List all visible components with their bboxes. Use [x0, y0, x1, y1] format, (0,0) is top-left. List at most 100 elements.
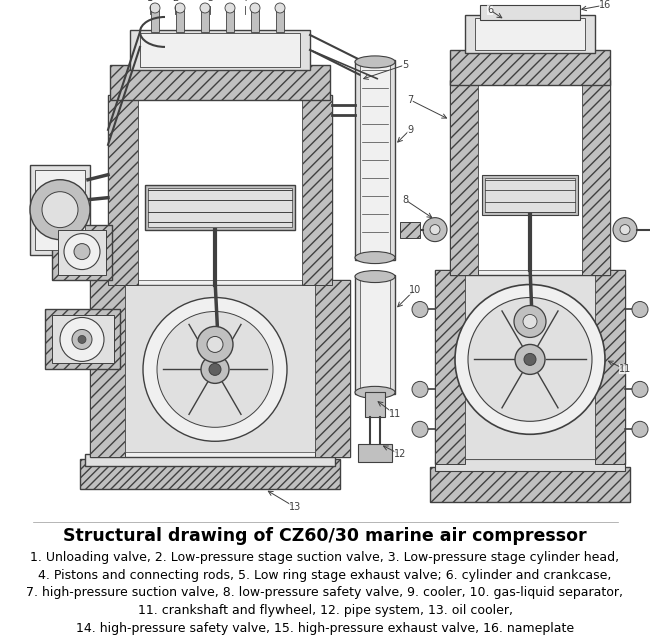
Bar [358, 444, 392, 462]
Bar [365, 392, 385, 417]
Bar [360, 280, 390, 389]
Text: 13: 13 [289, 502, 301, 512]
Bar [478, 85, 582, 269]
Bar [485, 178, 575, 211]
Circle shape [423, 218, 447, 241]
Text: 9: 9 [407, 125, 413, 135]
Text: 7. high-pressure suction valve, 8. low-pressure safety valve, 9. cooler, 10. gas: 7. high-pressure suction valve, 8. low-p… [27, 586, 623, 599]
Ellipse shape [355, 271, 395, 283]
Bar [582, 80, 610, 275]
Bar [475, 18, 585, 50]
Text: Structural drawing of CZ60/30 marine air compressor: Structural drawing of CZ60/30 marine air… [63, 527, 587, 545]
Bar [138, 100, 302, 280]
Text: 3: 3 [207, 0, 213, 3]
Text: 11: 11 [619, 364, 631, 375]
Circle shape [515, 345, 545, 375]
Text: 4: 4 [242, 0, 248, 3]
Bar [80, 459, 340, 489]
Circle shape [201, 355, 229, 383]
Text: 12: 12 [394, 449, 406, 459]
Circle shape [524, 354, 536, 366]
Bar [145, 185, 295, 229]
Bar [108, 95, 332, 285]
Bar [251, 10, 259, 32]
Circle shape [412, 421, 428, 437]
Circle shape [523, 315, 537, 329]
Bar [30, 165, 90, 255]
Bar [302, 95, 332, 285]
Circle shape [250, 3, 260, 13]
Bar [140, 33, 300, 67]
Bar [450, 80, 610, 275]
Circle shape [632, 382, 648, 397]
Circle shape [157, 311, 273, 427]
Bar [226, 10, 234, 32]
Bar [85, 454, 335, 466]
Bar [435, 269, 625, 464]
Text: 11: 11 [389, 410, 401, 419]
Text: 6: 6 [487, 5, 493, 15]
Circle shape [613, 218, 637, 241]
Circle shape [175, 3, 185, 13]
Bar [465, 275, 595, 459]
Text: 10: 10 [409, 285, 421, 294]
Ellipse shape [355, 252, 395, 264]
Circle shape [197, 327, 233, 362]
Bar [148, 188, 292, 227]
Text: 1: 1 [147, 0, 153, 3]
Circle shape [207, 336, 223, 352]
Text: 16: 16 [599, 0, 611, 10]
Circle shape [412, 301, 428, 317]
Circle shape [72, 329, 92, 350]
Circle shape [30, 180, 90, 240]
Circle shape [514, 306, 546, 338]
Circle shape [60, 317, 104, 361]
Bar [482, 175, 578, 215]
Bar [52, 225, 112, 280]
Circle shape [455, 285, 605, 434]
Circle shape [468, 297, 592, 421]
Text: 2: 2 [172, 0, 178, 3]
Bar [108, 95, 138, 285]
Circle shape [42, 192, 78, 227]
FancyArrowPatch shape [313, 51, 378, 79]
Circle shape [225, 3, 235, 13]
Bar [58, 229, 106, 275]
Bar [35, 169, 85, 250]
Circle shape [74, 243, 90, 260]
Circle shape [78, 336, 86, 343]
Bar [355, 275, 395, 394]
Bar [201, 10, 209, 32]
Text: 14. high-pressure safety valve, 15. high-pressure exhaust valve, 16. nameplate: 14. high-pressure safety valve, 15. high… [76, 622, 574, 634]
Circle shape [150, 3, 160, 13]
Text: 7: 7 [407, 95, 413, 105]
Circle shape [64, 234, 100, 269]
Bar [315, 280, 350, 457]
Circle shape [275, 3, 285, 13]
Bar [480, 5, 580, 20]
Text: 5: 5 [402, 60, 408, 70]
Circle shape [412, 382, 428, 397]
Bar [45, 310, 120, 369]
Bar [400, 222, 420, 238]
Bar [90, 280, 125, 457]
Circle shape [200, 3, 210, 13]
Bar [355, 60, 395, 260]
Bar [450, 80, 478, 275]
Bar [435, 269, 465, 464]
Bar [276, 10, 284, 32]
Circle shape [143, 297, 287, 441]
Bar [176, 10, 184, 32]
Bar [110, 65, 330, 100]
Ellipse shape [355, 387, 395, 398]
Circle shape [632, 421, 648, 437]
Bar [450, 50, 610, 85]
Text: 4. Pistons and connecting rods, 5. Low ring stage exhaust valve; 6. cylinder and: 4. Pistons and connecting rods, 5. Low r… [38, 569, 612, 582]
Circle shape [632, 301, 648, 317]
Bar [435, 459, 625, 471]
Text: 1. Unloading valve, 2. Low-pressure stage suction valve, 3. Low-pressure stage c: 1. Unloading valve, 2. Low-pressure stag… [31, 551, 619, 564]
Bar [151, 10, 159, 32]
Text: 11. crankshaft and flywheel, 12. pipe system, 13. oil cooler,: 11. crankshaft and flywheel, 12. pipe sy… [138, 604, 512, 617]
Ellipse shape [355, 56, 395, 68]
Bar [430, 468, 630, 502]
